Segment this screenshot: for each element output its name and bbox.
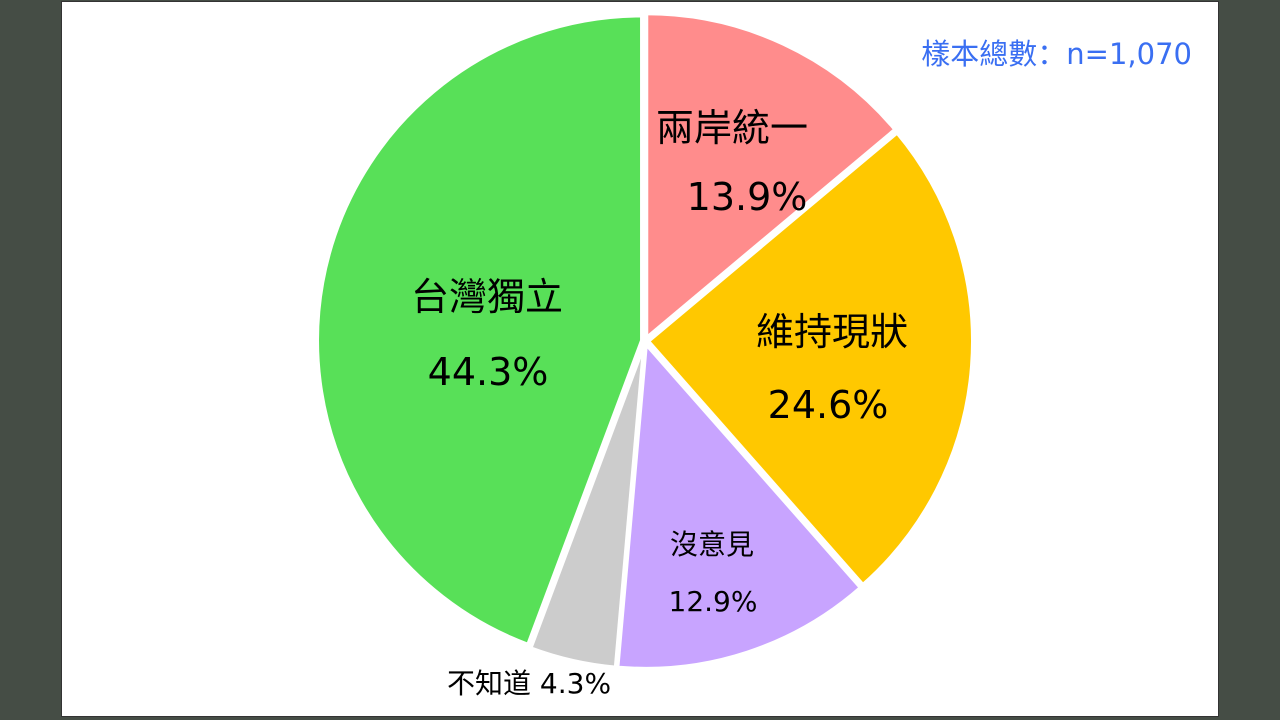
chart-panel: 樣本總數：n=1,070 兩岸統一 13.9% 維持現狀 24.6% 沒意見 1… — [61, 1, 1219, 717]
pie-slice-4 — [315, 13, 645, 648]
dont-know-label: 不知道 — [447, 667, 532, 700]
slice-value-status-quo: 24.6% — [767, 383, 889, 427]
pie-slice-1 — [645, 129, 975, 588]
slice-label-unification: 兩岸統一 — [655, 106, 809, 150]
slice-value-unification: 13.9% — [686, 175, 808, 219]
pie-slice-2 — [615, 339, 864, 671]
slice-label-independence: 台灣獨立 — [410, 275, 564, 319]
pie-slice-0 — [644, 11, 899, 343]
pie-chart — [315, 11, 975, 671]
slice-label-status-quo: 維持現狀 — [755, 310, 909, 354]
slice-label-no-opinion: 沒意見 — [669, 528, 755, 561]
slice-label-dont-know: 不知道 4.3% — [447, 670, 611, 698]
dont-know-value: 4.3% — [539, 667, 612, 700]
sample-size-annotation: 樣本總數：n=1,070 — [921, 37, 1192, 71]
slice-value-independence: 44.3% — [427, 350, 549, 394]
pie-slice-3 — [527, 343, 647, 670]
slice-value-no-opinion: 12.9% — [668, 585, 758, 618]
